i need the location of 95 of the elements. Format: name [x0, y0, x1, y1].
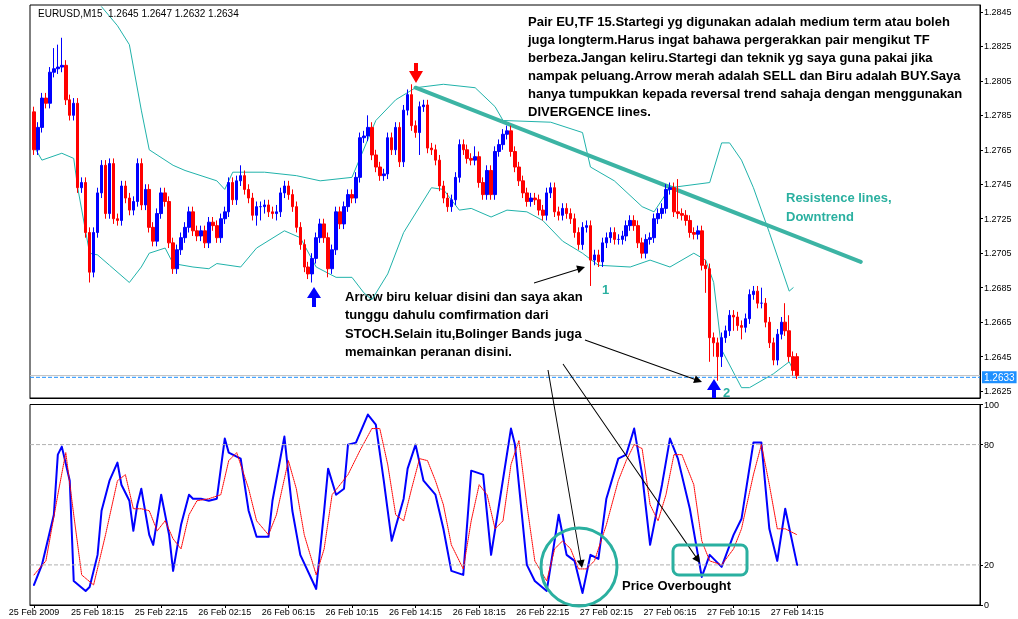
y-tick-label: 1.2825	[984, 41, 1012, 52]
candlestick	[390, 132, 393, 156]
candlestick	[696, 225, 700, 240]
annotation: Pair EU,TF 15.Startegi yg digunakan adalah medium term atau boleh juga longterm.Harus ingat bahawa pergerakkan pair mengikut TF berbeza.Jangan keliru.Startegi dan teknik yg saya guna pakai jika nampak peluang.Arrow merah adalah SELL dan Biru adalah BUY.Saya hanya tumpukkan kepada reversal trend sahaja dengan menggunakan DIVERGENCE lines.	[527, 13, 966, 119]
candlestick	[426, 99, 429, 154]
candlestick	[537, 194, 541, 216]
y-tick-label: 80	[984, 439, 995, 450]
y-tick-label: 1.2645	[984, 351, 1012, 362]
candlestick	[215, 219, 219, 244]
candlestick	[593, 249, 596, 266]
candlestick	[601, 237, 604, 268]
candlestick	[613, 226, 616, 246]
candlestick	[255, 201, 258, 227]
candlestick	[144, 183, 147, 211]
candlestick	[676, 178, 680, 220]
y-tick-label: 1.2805	[984, 75, 1012, 86]
x-tick-label: 26 Feb 18:15	[452, 606, 506, 617]
x-tick-label: 26 Feb 02:15	[198, 606, 252, 617]
x-tick-label: 26 Feb 10:15	[325, 606, 379, 617]
candlestick	[108, 157, 111, 220]
y-tick-label: 1.2765	[984, 144, 1012, 155]
candlestick	[394, 121, 397, 156]
candlestick	[350, 188, 354, 204]
x-tick-label: 27 Feb 06:15	[643, 606, 697, 617]
candlestick	[386, 132, 389, 180]
x-tick-label: 27 Feb 02:15	[579, 606, 633, 617]
y-tick-label: 1.2685	[984, 282, 1012, 293]
x-tick-label: 26 Feb 14:15	[389, 606, 443, 617]
candlestick	[565, 202, 568, 220]
candlestick	[366, 114, 370, 142]
candlestick	[553, 182, 556, 218]
candlestick	[597, 249, 600, 268]
candlestick	[529, 192, 533, 208]
y-tick-label: 1.2665	[984, 317, 1012, 328]
x-tick-label: 27 Feb 10:15	[707, 606, 761, 617]
x-tick-label: 25 Feb 18:15	[71, 606, 125, 617]
chart-title: EURUSD,M15 1.2645 1.2647 1.2632 1.2634	[38, 7, 240, 19]
candlestick	[191, 206, 195, 237]
annotation: 1	[602, 281, 610, 297]
candlestick	[716, 337, 719, 382]
y-tick-label: 0	[984, 600, 990, 610]
candlestick	[32, 106, 36, 156]
y-tick-label: 1.2785	[984, 110, 1012, 121]
candlestick	[259, 201, 262, 221]
candlestick	[795, 352, 799, 380]
x-tick-label: 26 Feb 06:15	[261, 606, 315, 617]
candlestick	[199, 225, 203, 242]
candlestick	[120, 180, 123, 227]
candlestick	[644, 233, 648, 259]
y-tick-label: 1.2725	[984, 213, 1012, 224]
candlestick	[609, 226, 612, 244]
candlestick	[338, 206, 342, 230]
y-tick-label: 20	[984, 559, 995, 570]
candlestick	[760, 287, 763, 309]
candlestick	[473, 145, 477, 166]
candlestick	[398, 121, 401, 168]
y-tick-label: 1.2625	[984, 386, 1012, 397]
candlestick	[688, 214, 692, 239]
candlestick	[418, 101, 421, 156]
candlestick	[732, 309, 735, 332]
y-tick-label: 100	[984, 399, 1000, 410]
candlestick	[664, 183, 668, 215]
candlestick	[231, 176, 234, 206]
candlestick	[589, 219, 592, 287]
annotation: Price Overbought	[622, 577, 732, 593]
y-tick-label: 1.2745	[984, 179, 1012, 190]
candlestick	[80, 176, 83, 194]
annotation: 2	[723, 384, 731, 400]
candlestick	[672, 182, 676, 218]
candlestick	[756, 285, 759, 309]
x-tick-label: 27 Feb 14:15	[770, 606, 824, 617]
y-tick-label: 1.2705	[984, 248, 1012, 259]
candlestick	[72, 97, 75, 121]
candlestick	[203, 225, 207, 249]
x-tick-label: 25 Feb 22:15	[134, 606, 188, 617]
candlestick	[545, 187, 548, 221]
candlestick	[267, 199, 270, 218]
candlestick	[489, 164, 493, 201]
candlestick	[112, 157, 115, 225]
candlestick	[104, 159, 107, 220]
ref-line-label: 1.2633	[984, 371, 1016, 383]
candlestick	[581, 221, 584, 251]
candlestick	[207, 216, 211, 249]
candlestick	[624, 219, 628, 242]
candlestick	[44, 92, 48, 109]
x-tick-label: 26 Feb 22:15	[516, 606, 570, 617]
y-tick-label: 1.2845	[984, 6, 1012, 17]
candlestick	[485, 164, 489, 201]
candlestick	[708, 263, 711, 363]
candlestick	[60, 37, 64, 73]
candlestick	[76, 97, 79, 194]
candlestick	[561, 202, 564, 221]
candlestick	[140, 157, 143, 211]
x-tick-label: 25 Feb 2009	[8, 606, 60, 617]
annotation: Resistence lines,Downtrend	[786, 190, 892, 224]
